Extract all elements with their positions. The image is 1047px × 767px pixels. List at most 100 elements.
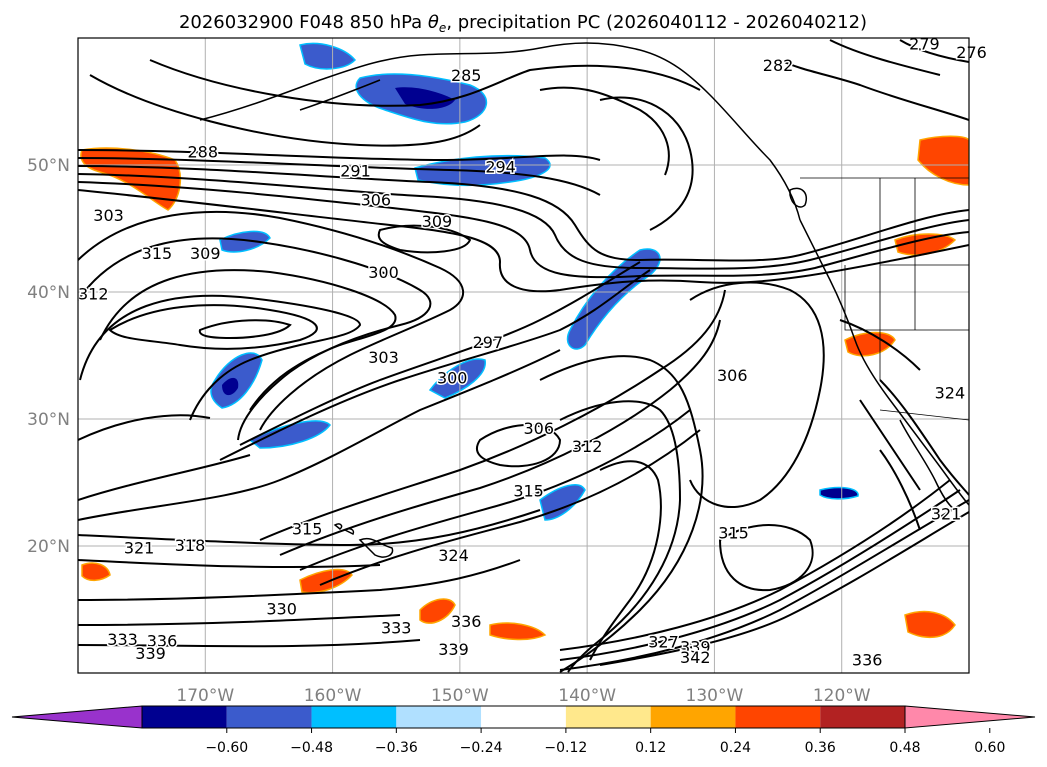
contour-line bbox=[859, 399, 921, 491]
coastline-hawaii bbox=[358, 537, 394, 558]
contour-line bbox=[78, 210, 465, 431]
colorbar-tick-label: −0.60 bbox=[205, 740, 248, 756]
x-tick-label: 140°W bbox=[558, 686, 616, 706]
theta-e-contours bbox=[78, 39, 969, 673]
colorbar-segment bbox=[650, 706, 736, 728]
contour-label: 309 bbox=[422, 212, 453, 231]
contour-label: 300 bbox=[368, 263, 399, 282]
contour-line bbox=[718, 524, 814, 592]
political-borders bbox=[800, 177, 969, 421]
contour-line bbox=[239, 261, 641, 446]
y-tick-label: 50°N bbox=[27, 156, 70, 176]
contour-line bbox=[89, 74, 481, 147]
colorbar-segment bbox=[481, 706, 566, 728]
contour-label: 339 bbox=[438, 640, 469, 659]
contour-line bbox=[198, 319, 292, 340]
colorbar-segment bbox=[565, 706, 651, 728]
contour-line bbox=[589, 460, 662, 661]
precip-blob-pos-south2 bbox=[489, 622, 547, 641]
colorbar-extend-low bbox=[11, 705, 143, 729]
coastline-hawaii-islands bbox=[333, 523, 355, 536]
contour-label: 306 bbox=[361, 191, 392, 210]
precip-blob-pos-southwest bbox=[81, 562, 111, 582]
contour-line bbox=[108, 304, 318, 350]
precip-blob-southwest bbox=[248, 420, 331, 449]
chart-title: 2026032900 F048 850 hPa θe, precipitatio… bbox=[179, 12, 867, 35]
contour-label: 303 bbox=[368, 348, 399, 367]
y-tick-label: 40°N bbox=[27, 283, 70, 303]
latitude-ticks: 20°N 30°N 40°N 50°N bbox=[27, 156, 70, 557]
colorbar-tick-label: −0.12 bbox=[544, 740, 587, 756]
colorbar-segment bbox=[311, 706, 397, 728]
contour-label: 327 bbox=[648, 633, 679, 652]
precip-blob-central bbox=[428, 358, 486, 399]
contour-label: 333 bbox=[107, 630, 138, 649]
lat-lon-grid bbox=[78, 38, 969, 673]
contour-label: 321 bbox=[931, 504, 962, 523]
colorbar-tick-label: 0.12 bbox=[635, 740, 666, 756]
precip-blob-pos-northeast bbox=[917, 135, 969, 186]
contour-label: 321 bbox=[124, 539, 155, 558]
colorbar-segment bbox=[226, 706, 312, 728]
x-tick-label: 170°W bbox=[176, 686, 234, 706]
contour-line bbox=[78, 614, 401, 626]
contour-line bbox=[377, 224, 472, 254]
colorbar-segment bbox=[735, 706, 821, 728]
contour-line bbox=[78, 165, 969, 262]
map-area: 285 279 276 282 288 291 294 306 309 303 315 309 312 3… bbox=[77, 33, 988, 674]
coastline-vancouver-island bbox=[789, 187, 807, 208]
contour-label: 300 bbox=[437, 368, 468, 387]
contour-label: 315 bbox=[718, 523, 749, 542]
contour-line bbox=[319, 429, 701, 586]
contour-label: 333 bbox=[381, 619, 412, 638]
contour-label: 324 bbox=[438, 546, 469, 565]
colorbar: −0.60 −0.48 −0.36 −0.24 −0.12 0.12 0.24 0.36 0.4… bbox=[11, 705, 1036, 756]
colorbar-extend-high bbox=[904, 705, 1036, 729]
contour-label: 342 bbox=[680, 648, 711, 667]
contour-label: 336 bbox=[147, 631, 178, 650]
precip-blob-pos-socal bbox=[844, 331, 896, 357]
contour-line bbox=[559, 479, 951, 651]
colorbar-segment bbox=[820, 706, 905, 728]
contour-label: 291 bbox=[340, 161, 371, 180]
contour-label: 312 bbox=[572, 437, 603, 456]
colorbar-frame bbox=[141, 705, 906, 729]
contour-label: 330 bbox=[266, 600, 297, 619]
colorbar-tick-label: 0.24 bbox=[720, 740, 751, 756]
contour-line bbox=[779, 59, 969, 121]
contour-line bbox=[599, 96, 694, 231]
contour-line bbox=[539, 355, 704, 673]
contour-label: 318 bbox=[175, 536, 206, 555]
colorbar-tick-label: 0.36 bbox=[805, 740, 836, 756]
border-mexico bbox=[879, 409, 969, 421]
contour-line bbox=[259, 289, 726, 541]
x-tick-label: 150°W bbox=[431, 686, 489, 706]
contour-label: 312 bbox=[78, 285, 109, 304]
contour-label: 315 bbox=[142, 244, 173, 263]
contour-line bbox=[279, 319, 721, 556]
precip-blob-aleutian bbox=[299, 42, 357, 70]
contour-line bbox=[559, 499, 969, 671]
contour-line bbox=[78, 559, 381, 569]
contour-label: 309 bbox=[190, 244, 221, 263]
contour-line bbox=[78, 414, 211, 441]
coastline-baja bbox=[899, 419, 956, 511]
contour-line bbox=[78, 639, 421, 648]
contour-line bbox=[879, 379, 969, 496]
contour-label: 339 bbox=[680, 638, 711, 657]
contour-line bbox=[559, 489, 961, 661]
colorbar-tick-label: 0.48 bbox=[889, 740, 920, 756]
contour-line bbox=[78, 149, 601, 162]
contour-line bbox=[78, 509, 541, 547]
contour-line bbox=[78, 559, 521, 601]
contour-label: 315 bbox=[292, 519, 323, 538]
y-tick-label: 20°N bbox=[27, 537, 70, 557]
contour-line bbox=[219, 269, 651, 461]
contour-label: 336 bbox=[852, 650, 883, 669]
x-tick-label: 160°W bbox=[304, 686, 362, 706]
colorbar-tick-label: −0.36 bbox=[375, 740, 418, 756]
coastline-alaska bbox=[199, 42, 801, 221]
precipitation-shading bbox=[80, 42, 969, 641]
coastline-alaska-inner bbox=[299, 79, 381, 111]
